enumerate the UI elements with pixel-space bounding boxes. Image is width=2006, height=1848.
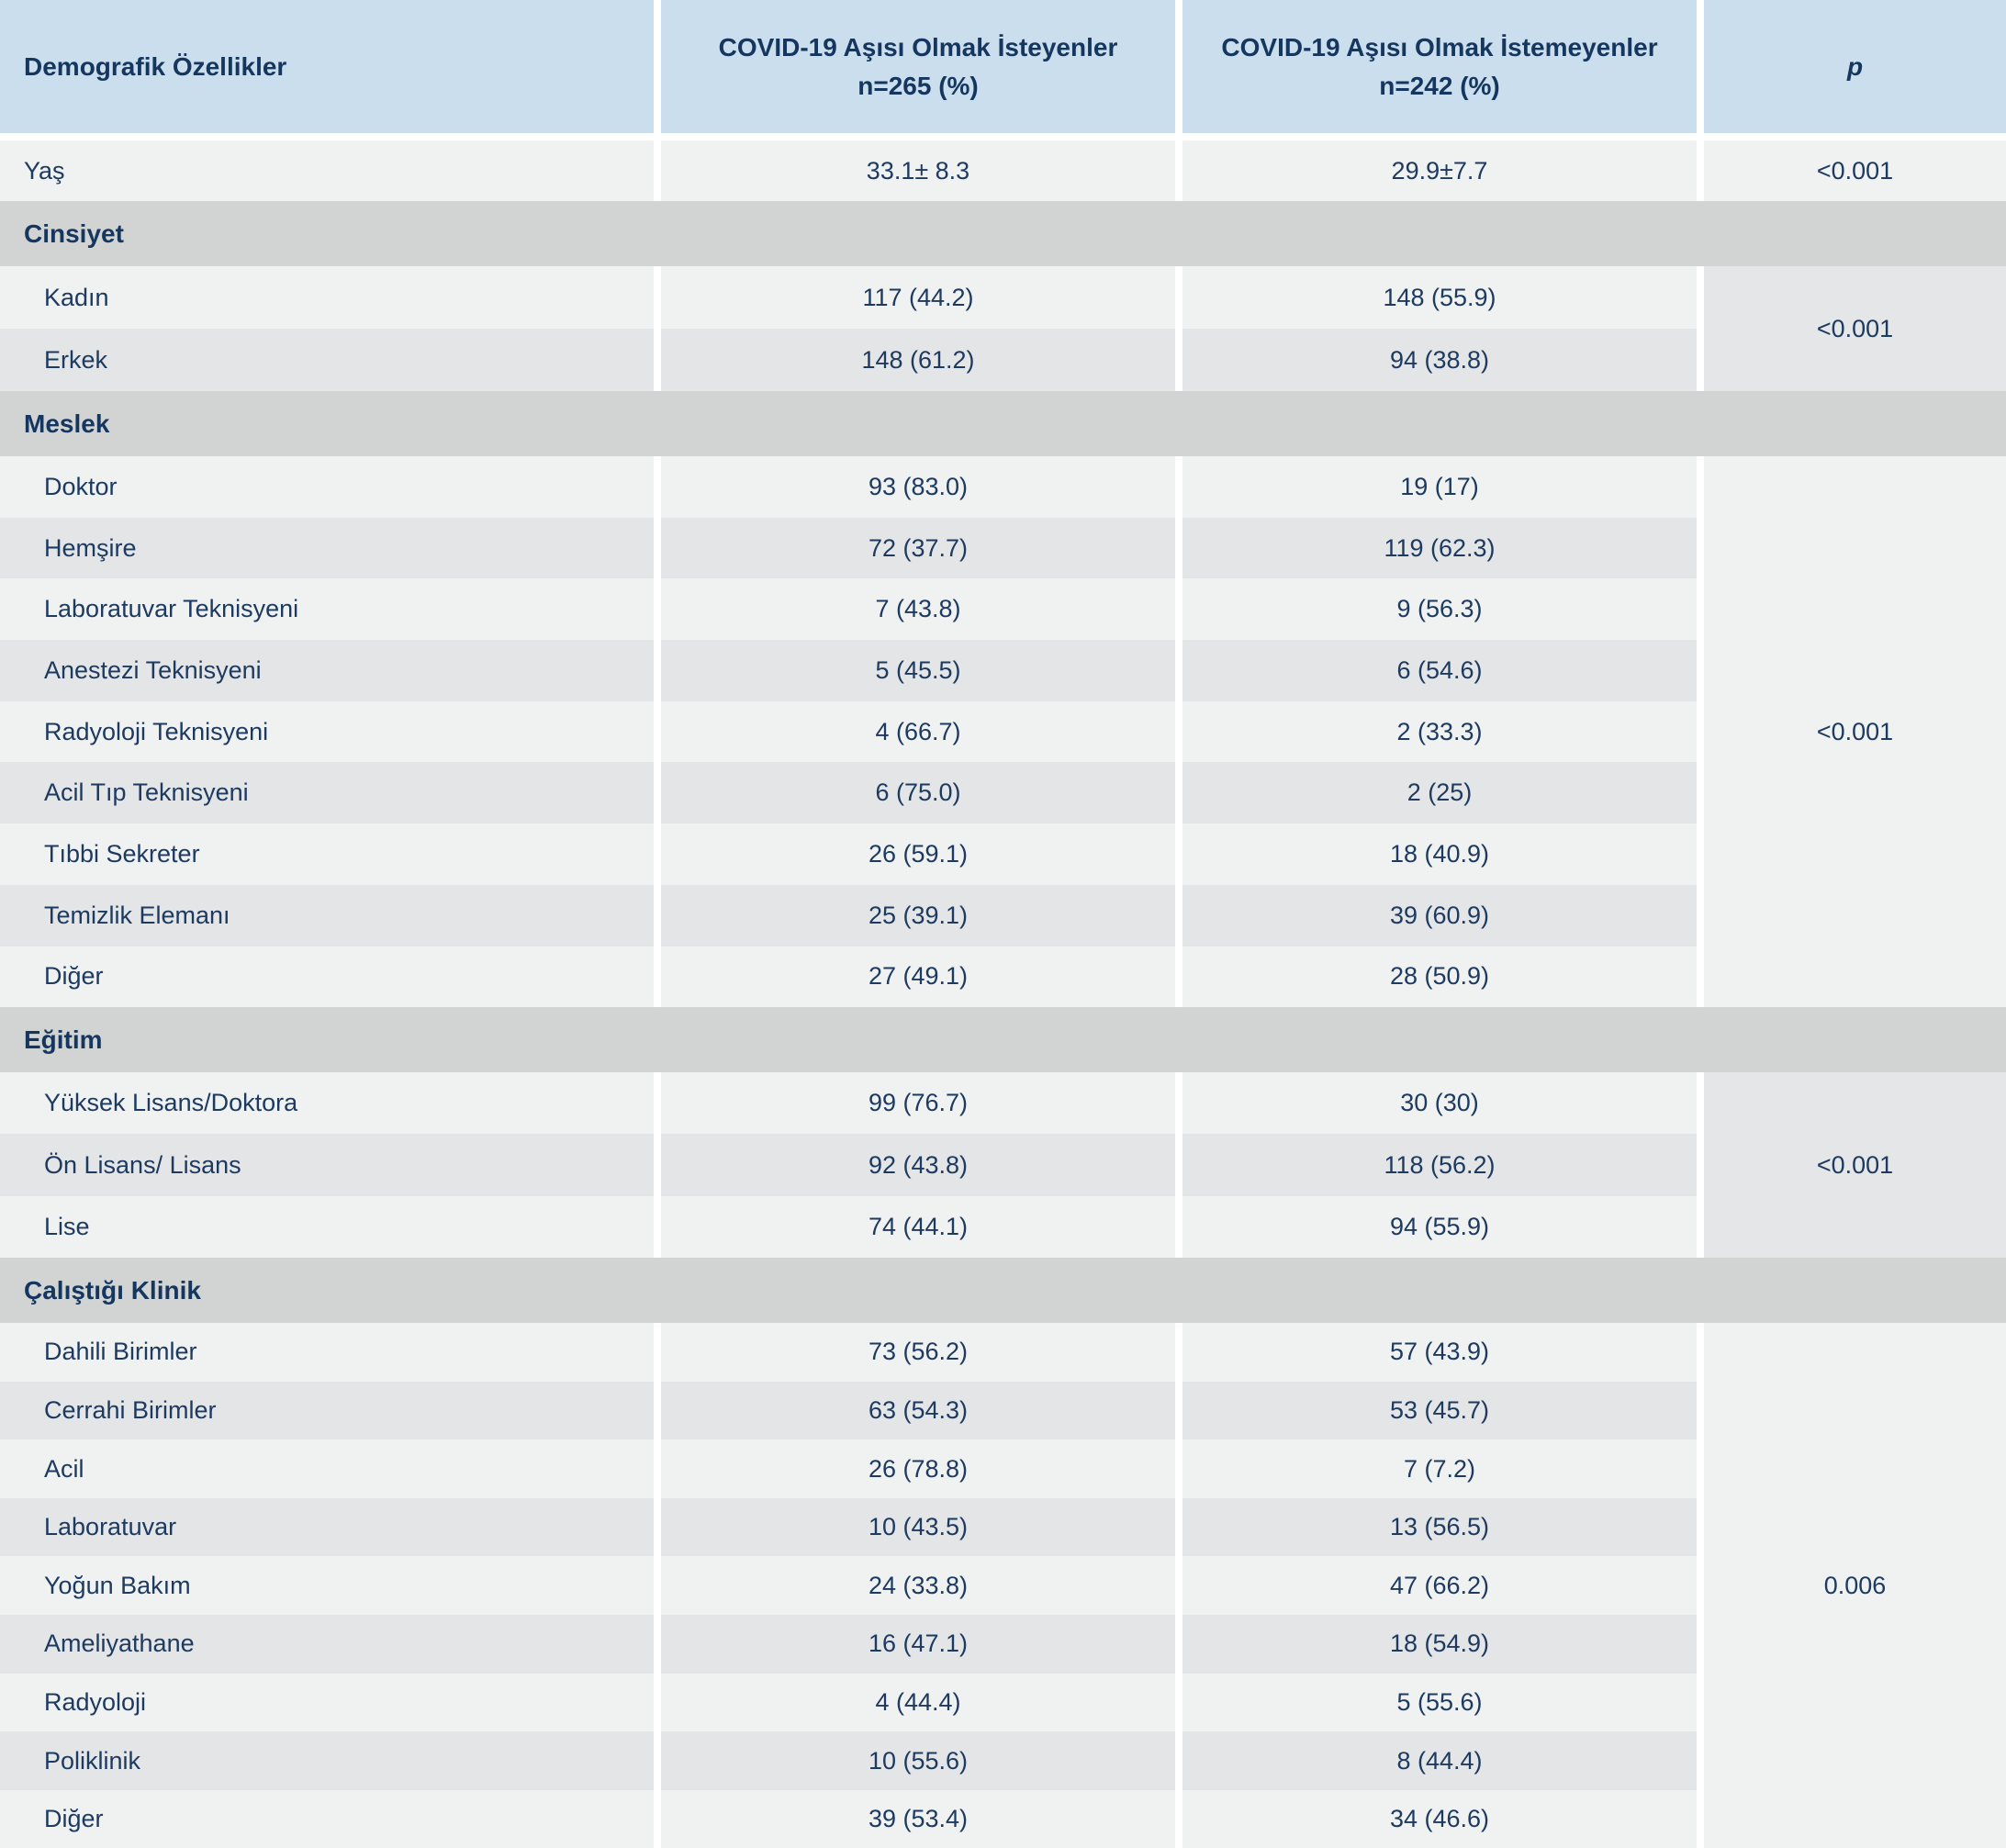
row-label-dahili-birimler: Dahili Birimler <box>0 1323 654 1382</box>
row-label-anestezi-teknisyeni: Anestezi Teknisyeni <box>0 640 654 701</box>
row-label-ameliyathane: Ameliyathane <box>0 1615 654 1674</box>
row-label-erkek: Erkek <box>0 329 654 391</box>
col-header-demographics-label: Demografik Özellikler <box>24 51 287 81</box>
row-label-kadin: Kadın <box>0 266 654 329</box>
want-value-cell: 5 (45.5) <box>661 640 1175 701</box>
header-divider <box>0 133 2006 140</box>
col-header-p: p <box>1704 0 2006 133</box>
want-value-cell: 25 (39.1) <box>661 884 1175 946</box>
want-value-cell: 4 (66.7) <box>661 700 1175 763</box>
notwant-value-cell: 5 (55.6) <box>1182 1673 1697 1732</box>
col-header-notwant-line1: COVID-19 Aşısı Olmak İstemeyenler <box>1221 32 1658 62</box>
want-value-cell: 24 (33.8) <box>661 1556 1175 1616</box>
want-value-cell: 72 (37.7) <box>661 517 1175 579</box>
row-label-laboratuvar: Laboratuvar <box>0 1497 654 1557</box>
notwant-value-cell: 18 (54.9) <box>1182 1615 1697 1674</box>
p-value-cell-cinsiyet: <0.001 <box>1704 266 2006 391</box>
notwant-value-cell: 39 (60.9) <box>1182 884 1697 946</box>
notwant-value-cell: 53 (45.7) <box>1182 1381 1697 1440</box>
notwant-value-cell: 118 (56.2) <box>1182 1134 1697 1196</box>
row-label-doktor: Doktor <box>0 456 654 518</box>
want-value-cell: 10 (43.5) <box>661 1497 1175 1557</box>
section-header-cinsiyet: Cinsiyet <box>0 201 2006 266</box>
notwant-value-cell: 18 (40.9) <box>1182 823 1697 885</box>
want-value-cell: 93 (83.0) <box>661 456 1175 518</box>
want-value-cell: 6 (75.0) <box>661 762 1175 824</box>
p-value-cell-egitim: <0.001 <box>1704 1072 2006 1259</box>
notwant-value-cell: 9 (56.3) <box>1182 578 1697 641</box>
notwant-value-cell: 19 (17) <box>1182 456 1697 518</box>
notwant-value-cell: 148 (55.9) <box>1182 266 1697 329</box>
notwant-value-cell: 2 (33.3) <box>1182 700 1697 763</box>
notwant-value-cell: 47 (66.2) <box>1182 1556 1697 1616</box>
col-header-notwant: COVID-19 Aşısı Olmak İstemeyenler n=242 … <box>1182 0 1697 133</box>
col-header-want-line2: n=265 (%) <box>857 71 979 100</box>
notwant-value-cell: 94 (38.8) <box>1182 329 1697 391</box>
notwant-value-cell: 34 (46.6) <box>1182 1789 1697 1848</box>
p-value-cell-calistigi-klinik: 0.006 <box>1704 1323 2006 1848</box>
row-label-radyoloji-teknisyeni: Radyoloji Teknisyeni <box>0 700 654 763</box>
want-value-cell: 7 (43.8) <box>661 578 1175 641</box>
want-value-cell: 39 (53.4) <box>661 1789 1175 1848</box>
notwant-value-cell: 94 (55.9) <box>1182 1195 1697 1259</box>
want-value-cell: 4 (44.4) <box>661 1673 1175 1732</box>
section-header-calistigi-klinik: Çalıştığı Klinik <box>0 1258 2006 1324</box>
notwant-value-cell: 57 (43.9) <box>1182 1323 1697 1382</box>
p-value-cell-meslek: <0.001 <box>1704 456 2006 1008</box>
want-value-cell: 117 (44.2) <box>661 266 1175 329</box>
row-label-diger: Diğer <box>0 1789 654 1848</box>
want-value-cell: 16 (47.1) <box>661 1615 1175 1674</box>
want-value-cell: 99 (76.7) <box>661 1072 1175 1135</box>
notwant-value-cell: 7 (7.2) <box>1182 1439 1697 1498</box>
want-value-cell: 27 (49.1) <box>661 946 1175 1008</box>
section-header-egitim: Eğitim <box>0 1007 2006 1073</box>
row-label-diger: Diğer <box>0 946 654 1008</box>
row-label-yuksek-lisans-doktora: Yüksek Lisans/Doktora <box>0 1072 654 1135</box>
want-value-cell: 63 (54.3) <box>661 1381 1175 1440</box>
row-label-tibbi-sekreter: Tıbbi Sekreter <box>0 823 654 885</box>
col-header-notwant-label: COVID-19 Aşısı Olmak İstemeyenler n=242 … <box>1221 28 1657 106</box>
row-label-on-lisans-lisans: Ön Lisans/ Lisans <box>0 1134 654 1196</box>
col-header-p-label: p <box>1846 51 1864 81</box>
row-label-cerrahi-birimler: Cerrahi Birimler <box>0 1381 654 1440</box>
want-value-cell: 10 (55.6) <box>661 1731 1175 1790</box>
row-label-acil-tip-teknisyeni: Acil Tıp Teknisyeni <box>0 762 654 824</box>
row-label-hemsire: Hemşire <box>0 517 654 579</box>
row-label-acil: Acil <box>0 1439 654 1498</box>
notwant-value-cell: 2 (25) <box>1182 762 1697 824</box>
want-value-cell: 92 (43.8) <box>661 1134 1175 1196</box>
col-header-demographics: Demografik Özellikler <box>0 0 654 133</box>
p-value-cell: <0.001 <box>1704 140 2006 201</box>
col-header-want-line1: COVID-19 Aşısı Olmak İsteyenler <box>718 32 1118 62</box>
row-label-lise: Lise <box>0 1195 654 1259</box>
row-label-temizlik-elemani: Temizlik Elemanı <box>0 884 654 946</box>
col-header-want: COVID-19 Aşısı Olmak İsteyenler n=265 (%… <box>661 0 1175 133</box>
notwant-value-cell: 119 (62.3) <box>1182 517 1697 579</box>
section-header-meslek: Meslek <box>0 391 2006 456</box>
want-value-cell: 74 (44.1) <box>661 1195 1175 1259</box>
want-value-cell: 73 (56.2) <box>661 1323 1175 1382</box>
row-label-yas: Yaş <box>0 140 654 201</box>
notwant-value-cell: 29.9±7.7 <box>1182 140 1697 201</box>
notwant-value-cell: 28 (50.9) <box>1182 946 1697 1008</box>
row-label-poliklinik: Poliklinik <box>0 1731 654 1790</box>
want-value-cell: 26 (59.1) <box>661 823 1175 885</box>
notwant-value-cell: 30 (30) <box>1182 1072 1697 1135</box>
col-header-want-label: COVID-19 Aşısı Olmak İsteyenler n=265 (%… <box>719 28 1118 106</box>
want-value-cell: 26 (78.8) <box>661 1439 1175 1498</box>
want-value-cell: 148 (61.2) <box>661 329 1175 391</box>
row-label-yogun-bakim: Yoğun Bakım <box>0 1556 654 1616</box>
col-header-notwant-line2: n=242 (%) <box>1379 71 1500 100</box>
notwant-value-cell: 8 (44.4) <box>1182 1731 1697 1790</box>
notwant-value-cell: 13 (56.5) <box>1182 1497 1697 1557</box>
row-label-laboratuvar-teknisyeni: Laboratuvar Teknisyeni <box>0 578 654 641</box>
row-label-radyoloji: Radyoloji <box>0 1673 654 1732</box>
want-value-cell: 33.1± 8.3 <box>661 140 1175 201</box>
notwant-value-cell: 6 (54.6) <box>1182 640 1697 701</box>
